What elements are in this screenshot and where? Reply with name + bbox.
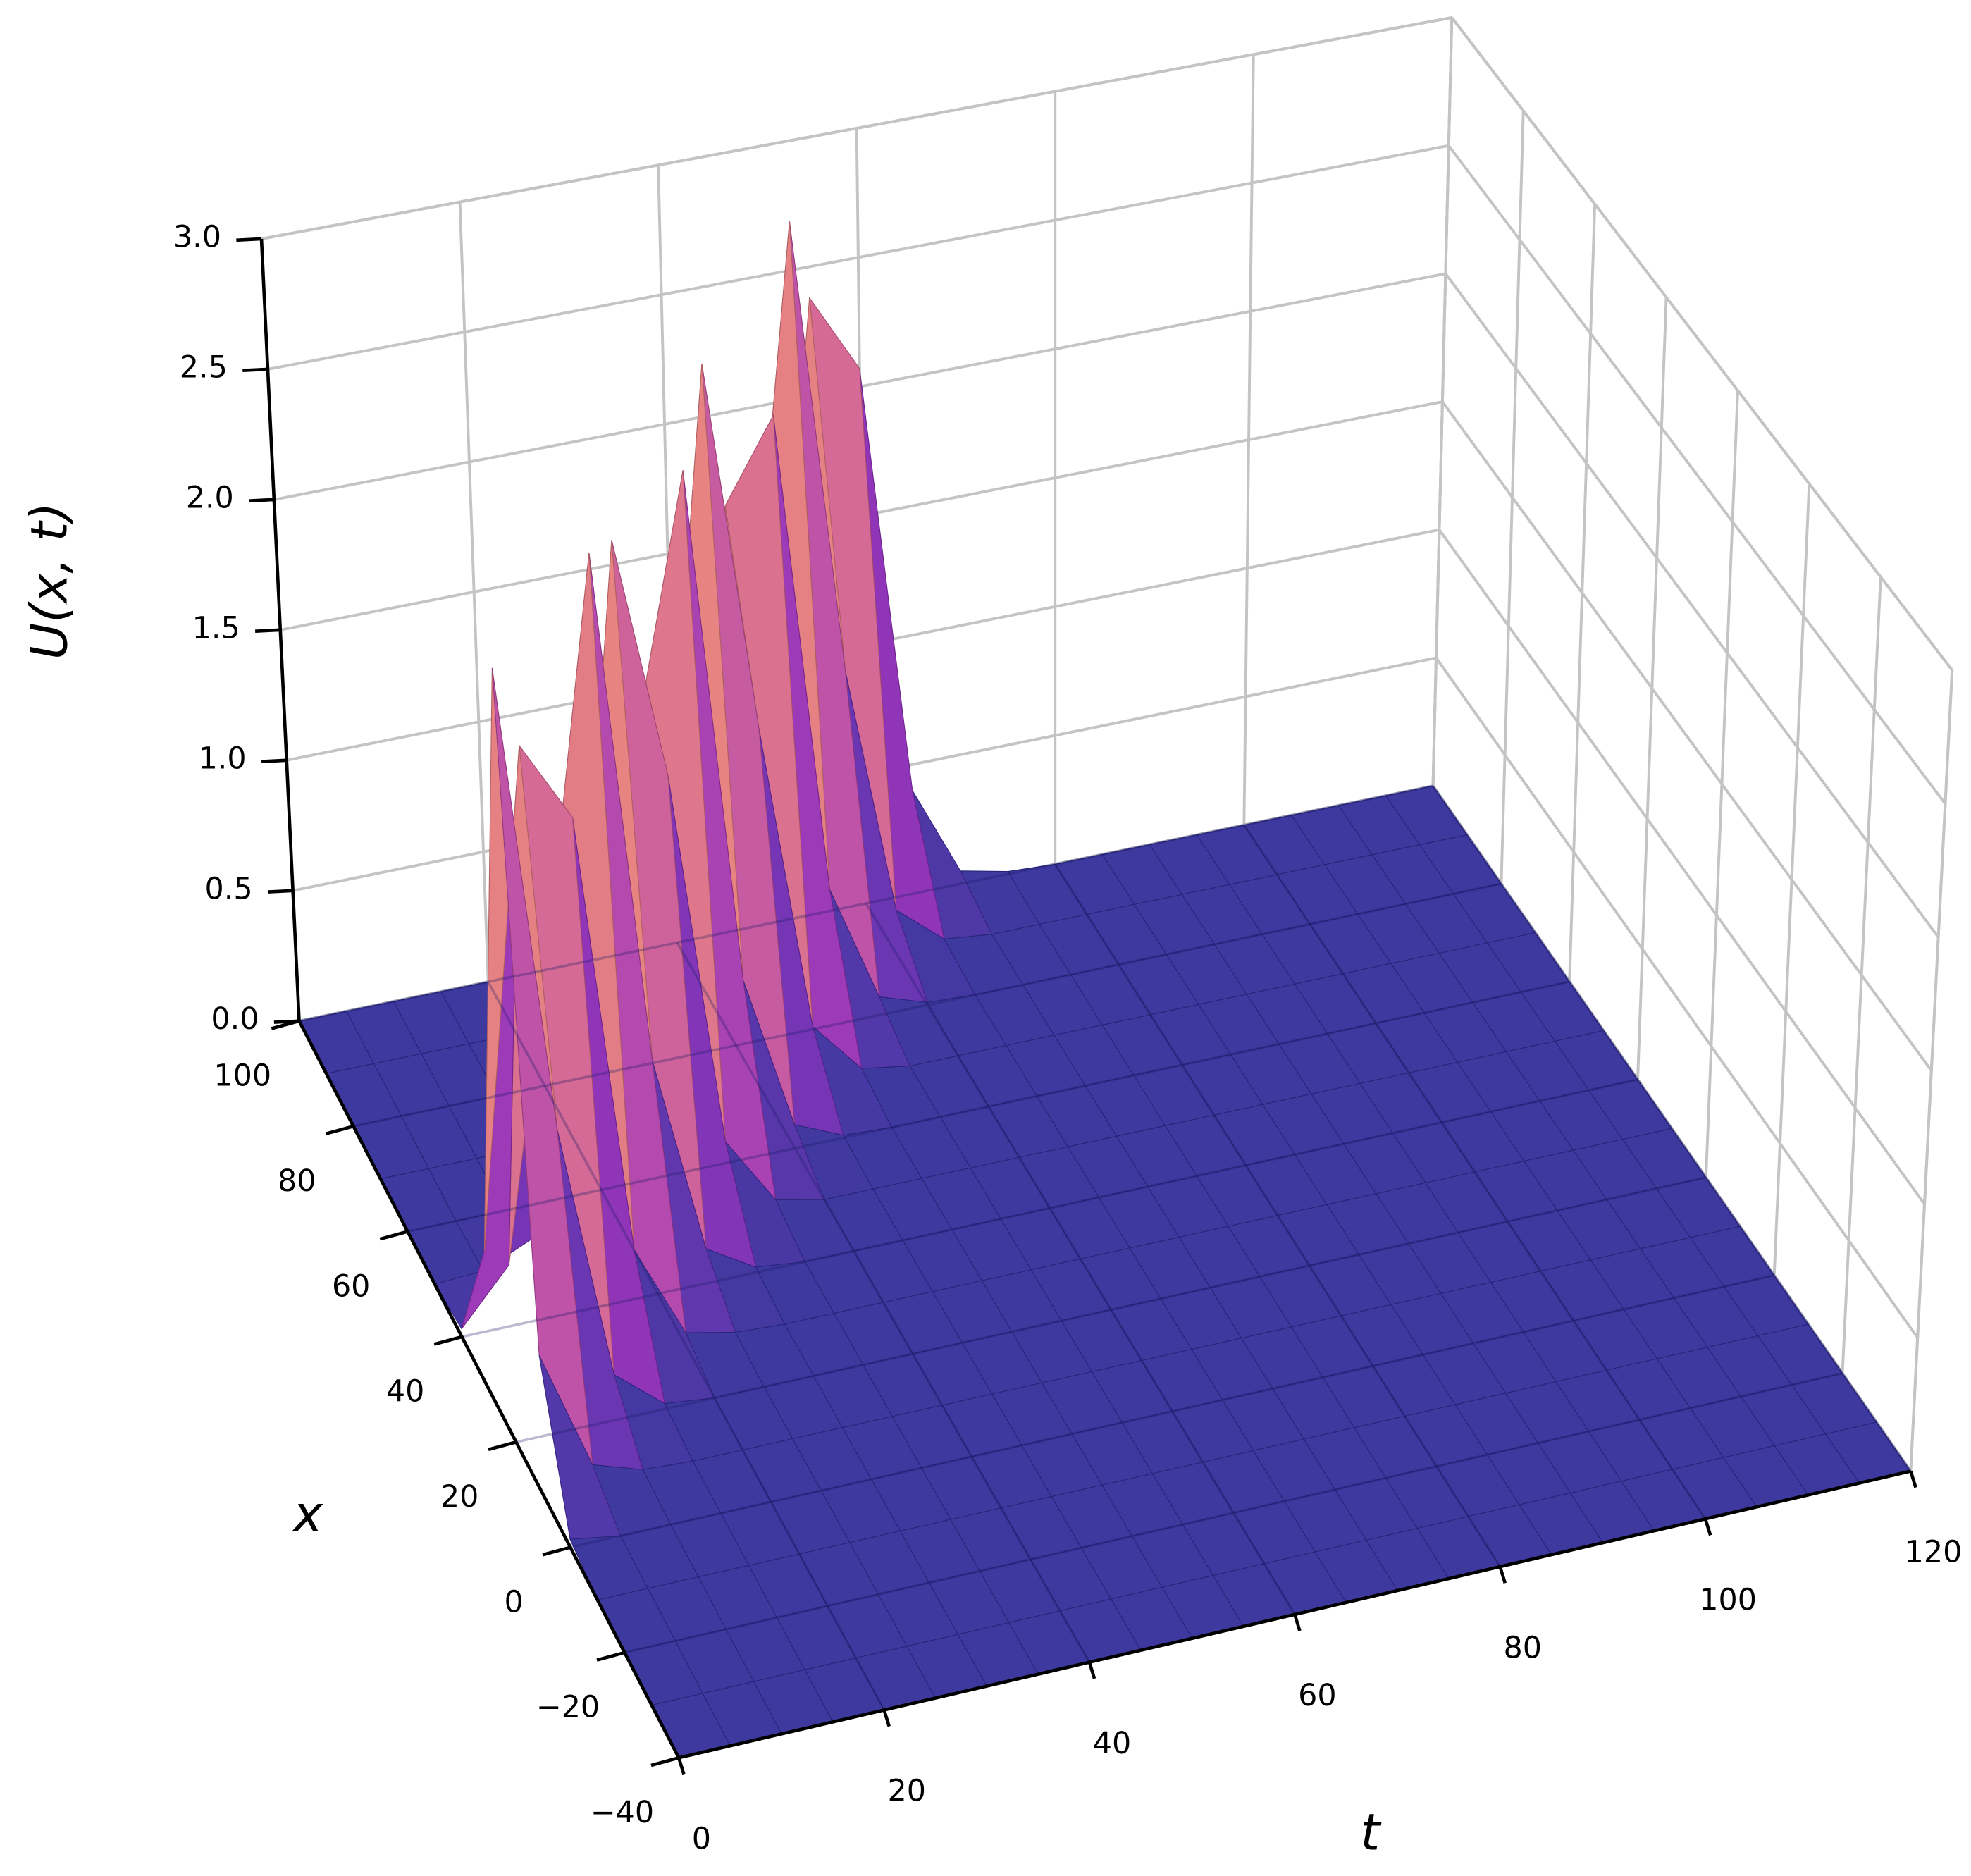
z-tick-label: 1.5 bbox=[192, 610, 240, 646]
z-tick-label: 0.5 bbox=[204, 871, 252, 906]
z-tick-label: 2.5 bbox=[180, 350, 228, 385]
x-tick-label: −40 bbox=[591, 1795, 654, 1830]
t-tick bbox=[1703, 1518, 1712, 1536]
z-tick bbox=[273, 1019, 299, 1024]
x-tick-label: 0 bbox=[504, 1584, 523, 1619]
grid-line bbox=[1444, 273, 1940, 938]
floor-grid-line bbox=[569, 1273, 1775, 1549]
floor-grid-line bbox=[676, 942, 1091, 1663]
t-tick bbox=[1909, 1470, 1917, 1488]
floor-grid-line bbox=[407, 980, 1570, 1233]
x-tick bbox=[433, 1335, 463, 1346]
z-tick bbox=[249, 498, 274, 503]
z-tick-label: 0.0 bbox=[211, 1001, 259, 1037]
floor-grid-line bbox=[299, 784, 1433, 1023]
axes: 0 20 40 60 80 100 120 −40 −20 0 20 40 60 80 100 0.0 0.5 1… bbox=[173, 219, 1962, 1856]
x-tick-label: 100 bbox=[214, 1059, 271, 1094]
x-tick bbox=[542, 1545, 571, 1557]
z-tick bbox=[242, 367, 268, 373]
t-tick-label: 120 bbox=[1905, 1535, 1963, 1570]
floor-grid-line bbox=[624, 1371, 1843, 1654]
x-axis bbox=[297, 1020, 681, 1759]
t-axis-label: t bbox=[1360, 1803, 1382, 1861]
x-tick-label: 20 bbox=[440, 1479, 478, 1514]
x-tick-label: 60 bbox=[332, 1269, 370, 1304]
floor-grid-line bbox=[353, 882, 1502, 1128]
x-tick bbox=[325, 1124, 354, 1136]
x-tick-label: 40 bbox=[386, 1374, 424, 1409]
floor-grid-line bbox=[865, 903, 1296, 1615]
t-tick bbox=[1498, 1566, 1507, 1584]
x-tick bbox=[650, 1756, 679, 1767]
t-tick-label: 20 bbox=[887, 1774, 925, 1809]
t-tick-label: 60 bbox=[1298, 1678, 1336, 1713]
t-tick bbox=[882, 1709, 891, 1727]
t-tick bbox=[1087, 1662, 1096, 1679]
t-tick-label: 100 bbox=[1699, 1583, 1757, 1618]
grid-line bbox=[267, 144, 1450, 371]
z-tick bbox=[254, 628, 280, 633]
grid-line bbox=[1435, 657, 1919, 1339]
z-axis-label: U(x, t) bbox=[20, 502, 78, 660]
floor-grid-line bbox=[1242, 824, 1707, 1520]
floor-grid-line bbox=[515, 1176, 1707, 1443]
x-axis-label: x bbox=[292, 1485, 323, 1543]
t-tick bbox=[1293, 1614, 1302, 1631]
x-tick bbox=[488, 1440, 517, 1452]
grid-line bbox=[1450, 16, 1953, 672]
grid-line bbox=[1438, 529, 1926, 1205]
z-tick bbox=[236, 237, 262, 242]
t-tick-label: 80 bbox=[1504, 1630, 1542, 1665]
grid-line bbox=[1447, 144, 1946, 805]
grid-line bbox=[261, 16, 1452, 240]
z-tick-label: 3.0 bbox=[173, 219, 221, 254]
t-tick-label: 40 bbox=[1093, 1726, 1131, 1761]
z-tick-label: 2.0 bbox=[186, 480, 234, 515]
floor-grid-line bbox=[1432, 785, 1912, 1472]
t-tick bbox=[677, 1757, 686, 1775]
grid-line bbox=[1441, 400, 1933, 1072]
t-tick-label: 0 bbox=[692, 1822, 711, 1857]
z-tick-label: 1.0 bbox=[199, 741, 247, 776]
floor-grid-line bbox=[1054, 863, 1502, 1568]
panes bbox=[260, 16, 1954, 1472]
x-tick-label: −20 bbox=[536, 1690, 600, 1725]
x-tick-label: 80 bbox=[278, 1164, 316, 1199]
z-tick bbox=[267, 889, 293, 894]
x-tick bbox=[596, 1650, 625, 1662]
z-tick bbox=[261, 758, 287, 763]
floor-grid-line bbox=[462, 1078, 1638, 1338]
floor-grid-line bbox=[487, 981, 886, 1711]
x-tick bbox=[379, 1230, 409, 1241]
